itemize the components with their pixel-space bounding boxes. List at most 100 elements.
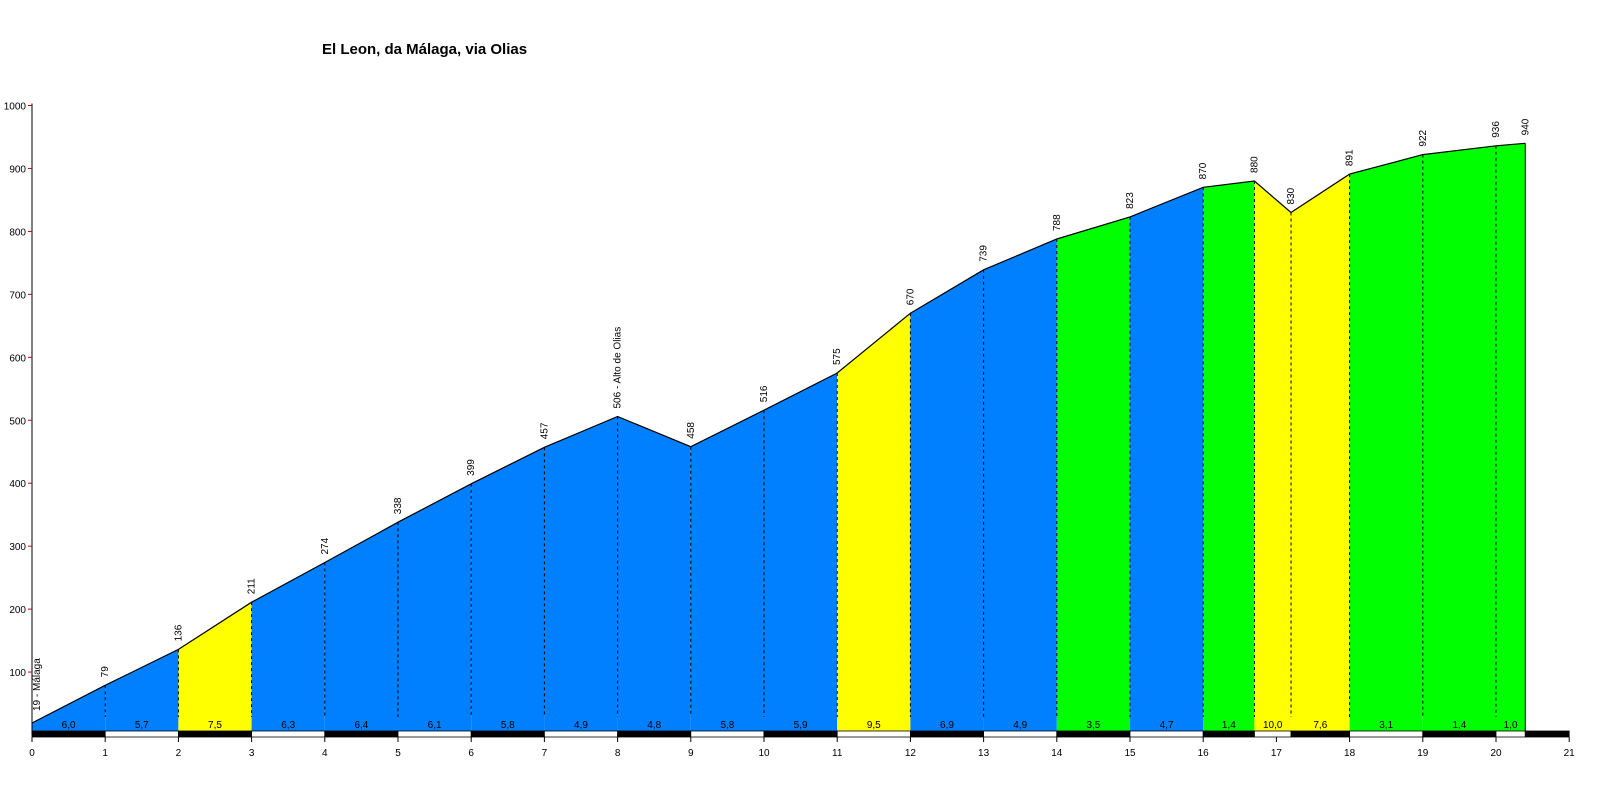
altitude-label: 575 xyxy=(832,348,843,365)
x-tick-label: 21 xyxy=(1564,748,1576,759)
y-tick-label: 900 xyxy=(9,164,26,175)
scale-bar-cell xyxy=(1349,730,1424,738)
scale-bar-cell xyxy=(1290,730,1351,738)
altitude-label: 136 xyxy=(173,624,184,641)
gradient-label: 3,1 xyxy=(1379,720,1393,731)
x-tick-label: 10 xyxy=(758,748,770,759)
altitude-label: 506 - Alto de Olias xyxy=(613,327,624,409)
gradient-label: 5,7 xyxy=(135,720,149,731)
scale-bar-cell xyxy=(1129,730,1204,738)
scale-bar-cell xyxy=(31,730,106,738)
altitude-label: 823 xyxy=(1125,192,1136,209)
gradient-label: 6,4 xyxy=(354,720,368,731)
gradient-label: 1,0 xyxy=(1504,720,1518,731)
x-tick-label: 16 xyxy=(1198,748,1210,759)
segment-area xyxy=(251,562,325,735)
segment-area xyxy=(324,522,398,735)
scale-bar-cell xyxy=(1422,730,1497,738)
altitude-label: 399 xyxy=(466,459,477,476)
gradient-label: 9,5 xyxy=(867,720,881,731)
altitude-label: 891 xyxy=(1345,149,1356,166)
segment-area xyxy=(105,649,179,735)
altitude-label: 880 xyxy=(1249,156,1260,173)
segment-area xyxy=(1349,154,1423,736)
scale-bar-cell xyxy=(1056,730,1131,738)
segment-area xyxy=(1422,145,1496,736)
scale-bar-cell xyxy=(324,730,399,738)
gradient-labels: 6,0 5,7 7,5 6,3 6,4 6,1 5,8 4,9 4,8 5,8 5,9 9,5 6,9 4… xyxy=(62,720,1518,731)
scale-bar-cell xyxy=(470,730,545,738)
gradient-label: 1,4 xyxy=(1222,720,1236,731)
gradient-label: 1,4 xyxy=(1452,720,1466,731)
x-tick-label: 17 xyxy=(1271,748,1283,759)
scale-bar-cell xyxy=(690,730,765,738)
gradient-label: 3,5 xyxy=(1086,720,1100,731)
segment-area xyxy=(178,602,252,735)
altitude-label: 670 xyxy=(905,288,916,305)
segment-area xyxy=(544,416,618,735)
segment-area xyxy=(910,269,984,735)
scale-bar-cell xyxy=(1254,730,1292,738)
gradient-label: 6,3 xyxy=(281,720,295,731)
gradient-label: 5,8 xyxy=(501,720,515,731)
scale-bar-cell xyxy=(983,730,1058,738)
x-tick-label: 2 xyxy=(176,748,182,759)
altitude-label: 922 xyxy=(1418,129,1429,146)
x-tick-label: 11 xyxy=(832,748,843,759)
altitude-label: 940 xyxy=(1520,118,1531,135)
scale-bar-cell xyxy=(617,730,692,738)
x-tick-label: 5 xyxy=(395,748,401,759)
segment-area xyxy=(764,373,838,735)
y-tick-label: 700 xyxy=(9,290,26,301)
segment-area xyxy=(1130,187,1204,736)
x-tick-label: 19 xyxy=(1417,748,1429,759)
gradient-label: 6,0 xyxy=(62,720,76,731)
y-tick-label: 600 xyxy=(9,353,26,364)
scale-bar-cell xyxy=(251,730,326,738)
altitude-label: 936 xyxy=(1491,121,1502,138)
scale-bar-cell xyxy=(1495,730,1526,738)
profile-outline xyxy=(31,142,1526,724)
segment-area xyxy=(1496,143,1526,736)
y-tick-label: 1000 xyxy=(4,102,27,113)
profile-areas xyxy=(32,143,1526,736)
x-tick-label: 13 xyxy=(978,748,990,759)
profile-line xyxy=(31,142,1526,724)
x-tick-label: 3 xyxy=(249,748,255,759)
chart-title: El Leon, da Málaga, via Olias xyxy=(322,41,527,58)
segment-area xyxy=(837,313,911,735)
gradient-label: 6,1 xyxy=(428,720,442,731)
gradient-label: 4,9 xyxy=(574,720,588,731)
x-tick-label: 1 xyxy=(102,748,108,759)
scale-bar-cell xyxy=(1202,730,1255,738)
scale-bar-cell xyxy=(104,730,179,738)
gradient-label: 5,9 xyxy=(794,720,808,731)
segment-dividers xyxy=(104,143,1526,735)
altitude-label: 516 xyxy=(759,385,770,402)
segment-area xyxy=(1254,181,1291,735)
gradient-label: 5,8 xyxy=(720,720,734,731)
x-tick-label: 7 xyxy=(542,748,548,759)
segment-area xyxy=(1203,181,1255,735)
segment-area xyxy=(1056,216,1130,735)
altitude-label: 19 - Málaga xyxy=(32,658,43,711)
scale-bar-cell xyxy=(763,730,838,738)
scale-bar-cell xyxy=(836,730,911,738)
x-tick-label: 12 xyxy=(905,748,917,759)
gradient-label: 6,9 xyxy=(940,720,954,731)
y-tick-label: 400 xyxy=(9,479,26,490)
segment-area xyxy=(32,685,106,735)
y-tick-label: 100 xyxy=(9,668,26,679)
segment-area xyxy=(690,410,764,735)
x-axis-ticks: 0 1 2 3 4 5 6 7 8 9 10 11 12 13 14 15 16 17 18 19 20 21 xyxy=(29,737,1575,759)
altitude-label: 739 xyxy=(979,245,990,262)
x-tick-label: 18 xyxy=(1344,748,1356,759)
scale-bar-cell xyxy=(910,730,985,738)
scale-bar-cell xyxy=(177,730,252,738)
gradient-label: 4,7 xyxy=(1160,720,1174,731)
x-tick-label: 4 xyxy=(322,748,328,759)
altitude-label: 870 xyxy=(1198,162,1209,179)
x-tick-label: 20 xyxy=(1490,748,1502,759)
gradient-label: 4,9 xyxy=(1013,720,1027,731)
